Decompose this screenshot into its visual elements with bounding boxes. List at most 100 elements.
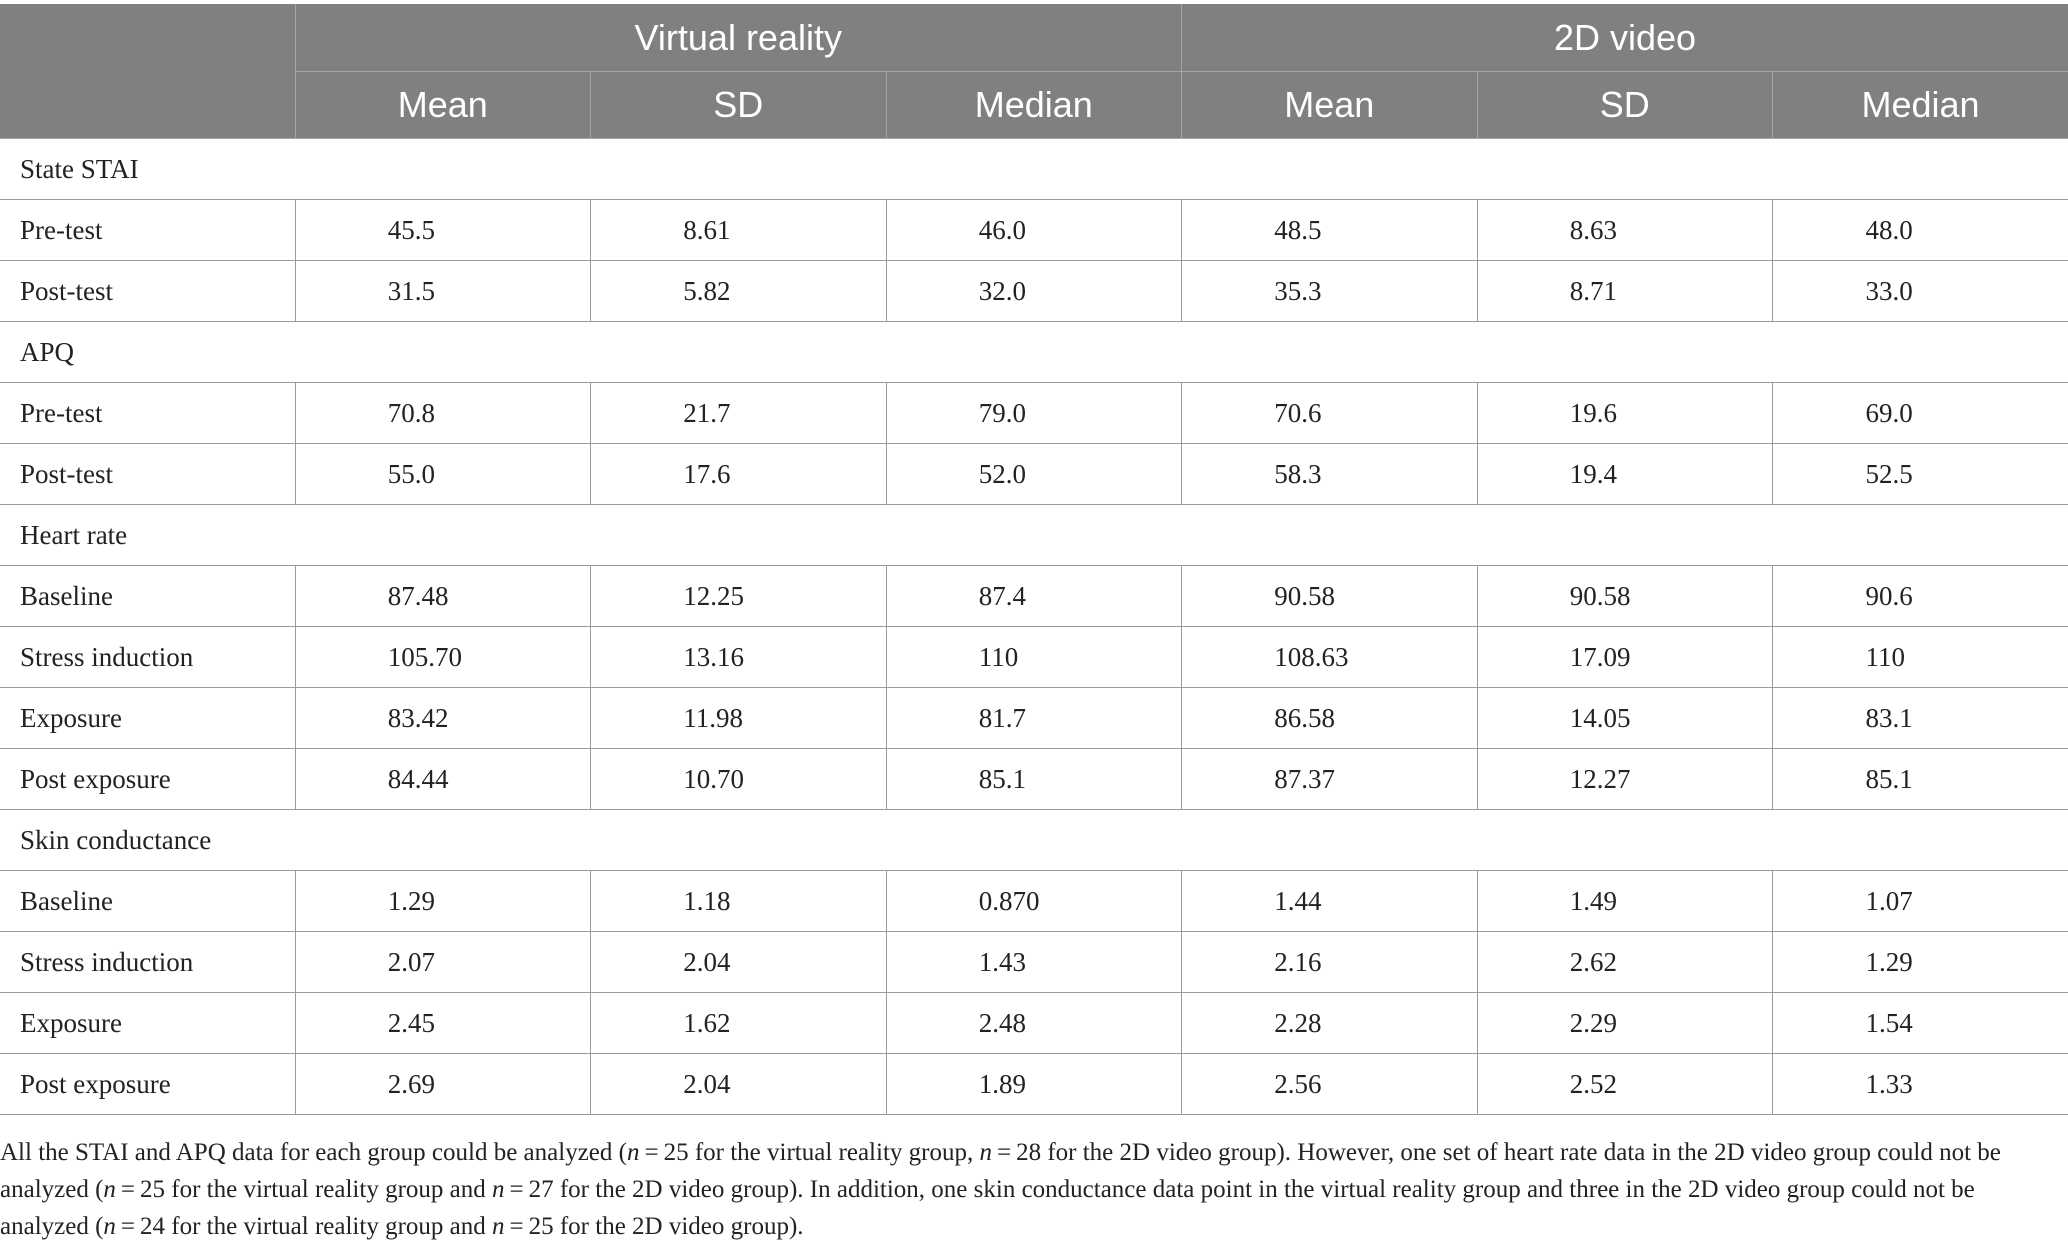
cell-value: 2.45 (387, 1007, 435, 1038)
cell-value: 69.0 (1865, 397, 1913, 428)
cell-value: 2.29 (1569, 1007, 1618, 1038)
table-cell: 1.43 (885, 931, 1182, 993)
cell-value: 2.48 (978, 1007, 1026, 1038)
results-table: Virtual reality 2D video Mean SD Median … (0, 4, 2068, 1115)
table-cell: 87.4 (885, 565, 1182, 627)
table-cell: 83.42 (294, 687, 591, 749)
table-cell: 87.37 (1181, 748, 1478, 810)
table-cell: 90.58 (1476, 565, 1773, 627)
cell-value: 110 (978, 641, 1019, 672)
cell-value: 1.33 (1865, 1068, 1913, 1099)
table-cell: 90.58 (1181, 565, 1478, 627)
table-footnote: All the STAI and APQ data for each group… (0, 1139, 2001, 1240)
cell-value: 87.4 (978, 580, 1026, 611)
cell-value: 2.07 (387, 946, 435, 977)
cell-value: 21.7 (683, 397, 731, 428)
table-cell: 2.28 (1181, 992, 1478, 1054)
table-row: Post-test 31.5 5.82 32.0 35.3 8.71 33.0 (0, 260, 2068, 322)
cell-value: 1.44 (1274, 885, 1322, 916)
table-cell: 83.1 (1772, 687, 2068, 749)
table-cell: 21.7 (590, 382, 886, 444)
table-cell: 12.27 (1476, 748, 1773, 810)
section-row: State STAI (0, 138, 2068, 200)
table-cell: 5.82 (590, 260, 886, 322)
cell-value: 2.28 (1274, 1007, 1322, 1038)
cell-value: 87.48 (387, 580, 449, 611)
table-cell: 19.6 (1476, 382, 1773, 444)
table-cell: 55.0 (294, 443, 591, 505)
cell-value: 108.63 (1274, 641, 1349, 672)
column-header: Median (885, 71, 1182, 139)
cell-value: 45.5 (387, 214, 435, 245)
table-cell: 81.7 (885, 687, 1182, 749)
cell-value: 8.61 (683, 214, 731, 245)
table-cell: 12.25 (590, 565, 886, 627)
table-cell: 84.44 (294, 748, 591, 810)
row-label: Exposure (0, 992, 295, 1054)
table-cell: 14.05 (1476, 687, 1773, 749)
cell-value: 2.16 (1274, 946, 1322, 977)
header-corner (0, 4, 295, 139)
cell-value: 32.0 (978, 275, 1026, 306)
table-cell: 1.29 (1772, 931, 2068, 993)
table-cell: 79.0 (885, 382, 1182, 444)
table-row: Exposure 2.45 1.62 2.48 2.28 2.29 1.54 (0, 992, 2068, 1054)
table-cell: 85.1 (885, 748, 1182, 810)
cell-value: 58.3 (1274, 458, 1322, 489)
table-cell: 69.0 (1772, 382, 2068, 444)
table-cell: 1.29 (294, 870, 591, 932)
table-cell: 10.70 (590, 748, 886, 810)
cell-value: 70.6 (1274, 397, 1322, 428)
cell-value: 1.54 (1865, 1007, 1913, 1038)
table-cell: 2.04 (590, 931, 886, 993)
table-cell: 48.0 (1772, 199, 2068, 261)
cell-value: 79.0 (978, 397, 1026, 428)
table-cell: 1.44 (1181, 870, 1478, 932)
cell-value: 2.56 (1274, 1068, 1322, 1099)
table-cell: 13.16 (590, 626, 886, 688)
cell-value: 1.62 (683, 1007, 731, 1038)
table-row: Stress induction 105.70 13.16 110 108.63 17.0… (0, 626, 2068, 688)
table-cell: 0.870 (885, 870, 1182, 932)
table-row: Post exposure 2.69 2.04 1.89 2.56 2.52 1.33 (0, 1053, 2068, 1115)
table-cell: 1.62 (590, 992, 886, 1054)
cell-value: 14.05 (1569, 702, 1631, 733)
table-cell: 46.0 (885, 199, 1182, 261)
row-label: Stress induction (0, 931, 295, 993)
cell-value: 90.58 (1274, 580, 1336, 611)
table-row: Post exposure 84.44 10.70 85.1 87.37 12.27 85.… (0, 748, 2068, 810)
table-cell: 58.3 (1181, 443, 1478, 505)
section-title: Skin conductance (0, 809, 2068, 871)
cell-value: 83.1 (1865, 702, 1913, 733)
table-cell: 33.0 (1772, 260, 2068, 322)
table-cell: 110 (1772, 626, 2068, 688)
table-row: Post-test 55.0 17.6 52.0 58.3 19.4 52.5 (0, 443, 2068, 505)
table-cell: 52.0 (885, 443, 1182, 505)
column-header: Median (1772, 71, 2068, 139)
column-header: Mean (294, 71, 591, 139)
cell-value: 2.69 (387, 1068, 435, 1099)
table-cell: 2.45 (294, 992, 591, 1054)
section-row: APQ (0, 321, 2068, 383)
table-cell: 1.18 (590, 870, 886, 932)
table-cell: 110 (885, 626, 1182, 688)
table-cell: 1.89 (885, 1053, 1182, 1115)
table-cell: 90.6 (1772, 565, 2068, 627)
table-row: Baseline 1.29 1.18 0.870 1.44 1.49 1.07 (0, 870, 2068, 932)
cell-value: 48.5 (1274, 214, 1322, 245)
cell-value: 48.0 (1865, 214, 1913, 245)
table-cell: 8.63 (1476, 199, 1773, 261)
cell-value: 1.29 (387, 885, 435, 916)
table-cell: 1.33 (1772, 1053, 2068, 1115)
table-cell: 70.8 (294, 382, 591, 444)
cell-value: 90.58 (1569, 580, 1631, 611)
table-row: Baseline 87.48 12.25 87.4 90.58 90.58 90.6 (0, 565, 2068, 627)
table-cell: 2.16 (1181, 931, 1478, 993)
cell-value: 105.70 (387, 641, 462, 672)
column-header: Mean (1181, 71, 1478, 139)
cell-value: 70.8 (387, 397, 435, 428)
table-cell: 17.09 (1476, 626, 1773, 688)
cell-value: 55.0 (387, 458, 435, 489)
table-row: Stress induction 2.07 2.04 1.43 2.16 2.62 1.29 (0, 931, 2068, 993)
table-cell: 108.63 (1181, 626, 1478, 688)
